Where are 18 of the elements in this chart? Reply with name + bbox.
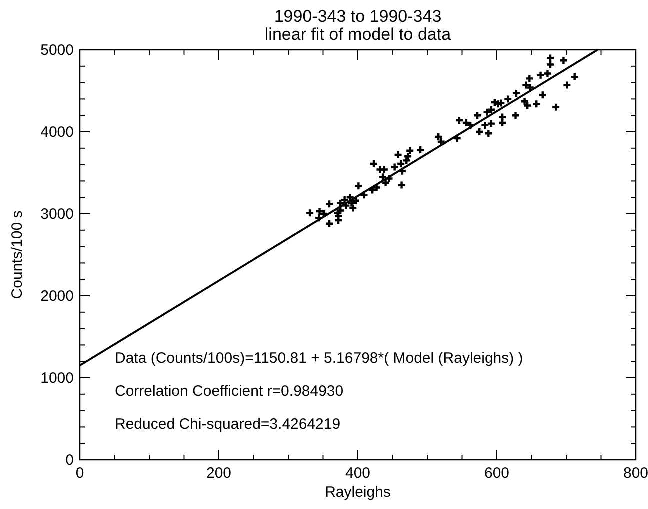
chart-title: 1990-343 to 1990-343 xyxy=(274,7,442,26)
x-tick-label: 200 xyxy=(206,465,232,482)
x-tick-label: 600 xyxy=(484,465,510,482)
y-tick-label: 4000 xyxy=(40,124,74,141)
annotation: Data (Counts/100s)=1150.81 + 5.16798*( Model (Rayleighs) ) xyxy=(115,350,524,367)
x-tick-label: 400 xyxy=(345,465,371,482)
y-tick-label: 0 xyxy=(66,452,74,469)
y-tick-label: 3000 xyxy=(40,206,74,223)
y-axis-title: Counts/100 s xyxy=(9,210,26,300)
x-axis-title: Rayleighs xyxy=(325,484,391,501)
x-tick-label: 800 xyxy=(623,465,648,482)
annotation: Reduced Chi-squared=3.4264219 xyxy=(115,416,341,433)
y-tick-label: 1000 xyxy=(40,370,74,387)
y-tick-label: 2000 xyxy=(40,288,74,305)
annotation: Correlation Coefficient r=0.984930 xyxy=(115,383,344,400)
x-tick-label: 0 xyxy=(76,465,84,482)
chart-subtitle: linear fit of model to data xyxy=(264,25,452,44)
y-tick-label: 5000 xyxy=(40,42,74,59)
